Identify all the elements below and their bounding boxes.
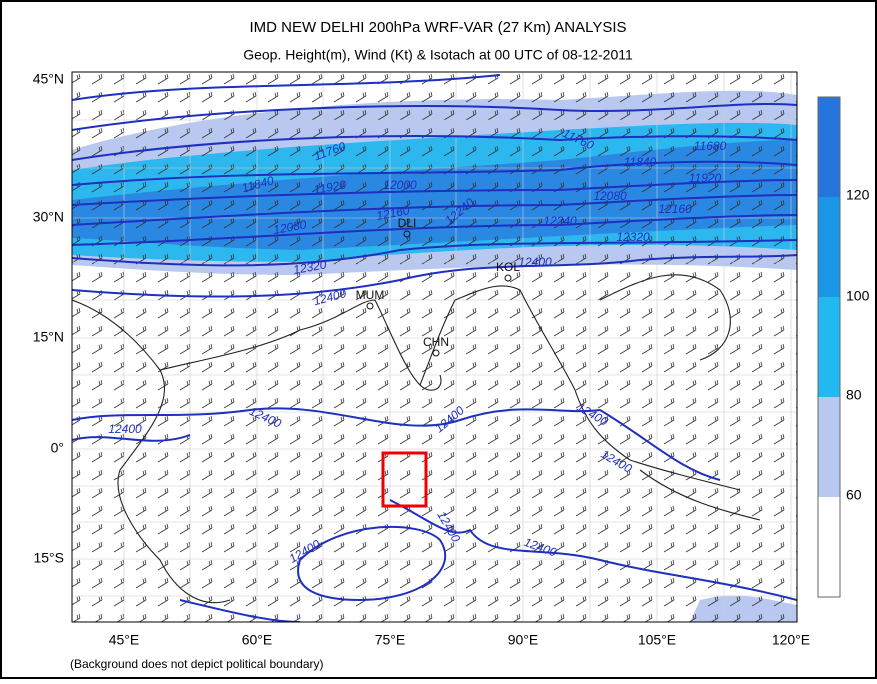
station-label: CHN <box>423 335 449 349</box>
contour-label: 12320 <box>292 257 328 277</box>
title: IMD NEW DELHI 200hPa WRF-VAR (27 Km) ANA… <box>249 19 626 36</box>
colorbar-label: 100 <box>846 288 870 304</box>
station-label: KOL <box>496 260 520 274</box>
contour-label: 12080 <box>272 217 308 237</box>
station-marker <box>403 230 411 238</box>
lon-label: 120°E <box>772 632 810 648</box>
lon-label: 90°E <box>508 632 539 648</box>
station-marker <box>504 274 512 282</box>
colorbar-label: 80 <box>846 387 862 403</box>
colorbar-label: 120 <box>846 187 870 203</box>
footnote: (Background does not depict political bo… <box>70 657 324 671</box>
lon-label: 75°E <box>375 632 406 648</box>
lat-label: 45°N <box>33 71 64 87</box>
colorbar-label: 60 <box>846 487 862 503</box>
station-marker <box>366 302 374 310</box>
station-label: MUM <box>356 288 385 302</box>
contour-label: 11920 <box>689 171 722 185</box>
contour-label: 11680 <box>694 139 727 153</box>
lat-label: 15°S <box>33 550 64 566</box>
contour-label: 11920 <box>313 177 348 196</box>
subtitle: Geop. Height(m), Wind (Kt) & Isotach at … <box>243 47 633 63</box>
contour-label: 12240 <box>543 214 577 228</box>
lat-label: 15°N <box>33 329 64 345</box>
colorbar <box>817 96 841 598</box>
contour-label: 12000 <box>383 178 417 192</box>
contour-label: 12080 <box>593 189 627 203</box>
lon-label: 60°E <box>242 632 273 648</box>
map-border <box>71 71 798 623</box>
lon-label: 45°E <box>109 632 140 648</box>
lon-label: 105°E <box>638 632 676 648</box>
contour-label: 12160 <box>375 203 411 223</box>
contour-label: 12400 <box>518 255 552 269</box>
station-label: DLI <box>398 216 417 230</box>
lat-label: 30°N <box>33 209 64 225</box>
station-marker <box>432 349 440 357</box>
highlight-box <box>381 451 428 508</box>
contour-label: 12400 <box>108 422 142 436</box>
contour-label: 12160 <box>658 202 692 216</box>
contour-label: 11840 <box>624 155 657 169</box>
contour-label: 12320 <box>616 230 650 244</box>
map <box>72 72 797 622</box>
lat-label: 0° <box>51 440 64 456</box>
